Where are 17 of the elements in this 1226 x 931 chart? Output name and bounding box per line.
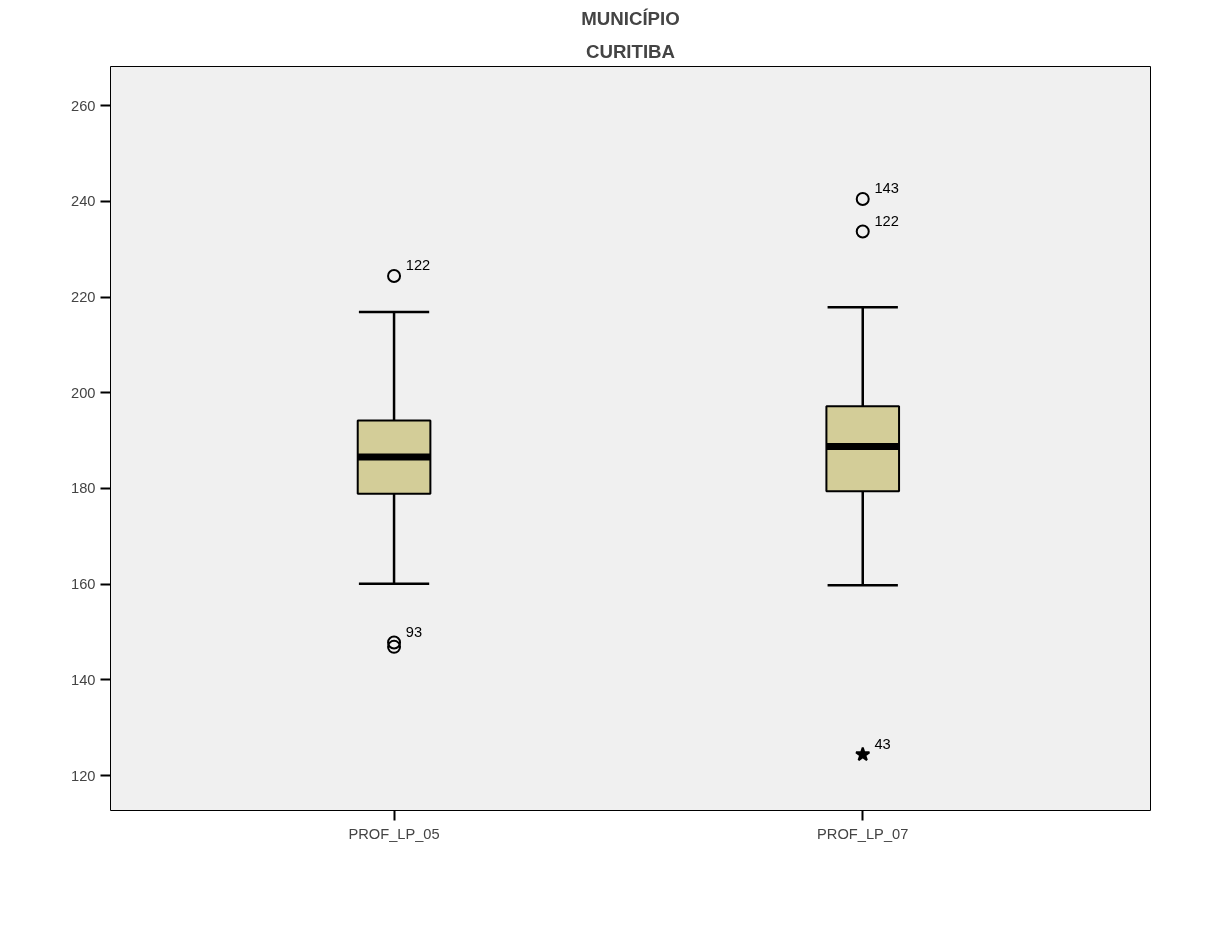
y-tick-label: 240 (71, 193, 96, 210)
y-tick-label: 140 (71, 671, 96, 688)
x-tick-label: PROF_LP_05 (348, 825, 440, 842)
chart-subtitle: CURITIBA (585, 40, 676, 62)
chart-title: MUNICÍPIO (581, 7, 680, 29)
annotation: 122 (874, 212, 899, 229)
y-tick-label: 220 (71, 289, 96, 306)
y-tick-label: 260 (71, 97, 96, 114)
annotation: 122 (405, 257, 431, 274)
annotation: 43 (874, 735, 891, 752)
annotation: 93 (405, 623, 423, 640)
x-tick-label: PROF_LP_07 (817, 825, 909, 842)
y-tick-label: 120 (71, 767, 96, 784)
y-tick-label: 200 (71, 384, 96, 401)
y-tick-label: 160 (71, 576, 96, 593)
annotation: 143 (874, 180, 899, 197)
y-tick-label: 180 (71, 480, 96, 497)
